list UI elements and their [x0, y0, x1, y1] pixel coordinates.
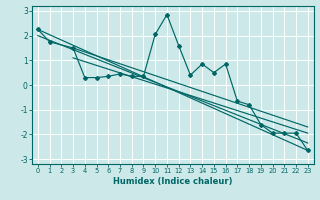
X-axis label: Humidex (Indice chaleur): Humidex (Indice chaleur)	[113, 177, 233, 186]
